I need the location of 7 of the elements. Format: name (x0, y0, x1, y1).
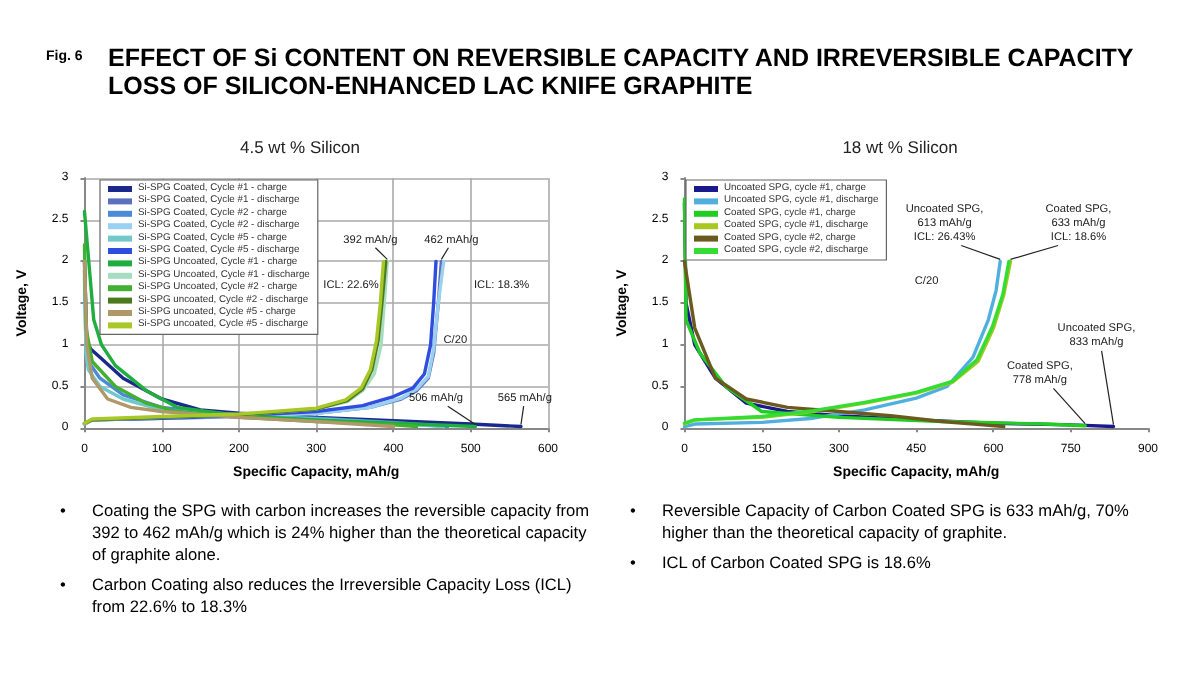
text: EFFECT OF Si CONTENT ON REVERSIBLE CAPACITY AND IRREVERSIBLE CAPACITY LOSS OF SILICON-ENHANCED LAC KNIFE GRAPHITE (108, 44, 1136, 100)
text: • Reversible Capacity of Carbon Coated SPG is 633 mAh/g, 70% higher than the theoretical capacity of graphite. (630, 500, 1131, 544)
text: • Coating the SPG with carbon increases the reversible capacity from 392 to 462 mAh/g which is 24% higher than the theoretical capacity of graphite alone. (60, 500, 592, 566)
chart-title: 4.5 wt % Silicon (240, 137, 361, 157)
text: • Carbon Coating also reduces the Irreversible Capacity Loss (ICL) from 22.6% to 18.3% (60, 574, 574, 618)
text: • ICL of Carbon Coated SPG is 18.6% (630, 552, 933, 574)
chart-title: 18 wt % Silicon (842, 137, 959, 157)
